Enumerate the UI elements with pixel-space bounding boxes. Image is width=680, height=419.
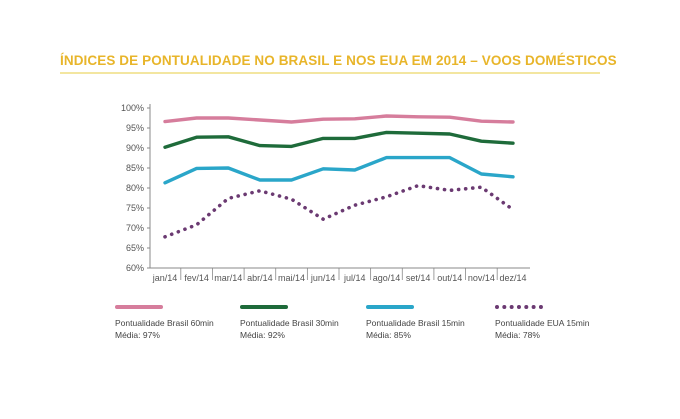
y-tick-label: 95% [126, 123, 144, 133]
x-tick-label: ago/14 [373, 273, 401, 283]
x-tick-label: set/14 [406, 273, 431, 283]
legend-item: Pontualidade EUA 15min Média: 78% [495, 305, 635, 341]
legend-series-average: Média: 97% [115, 330, 160, 340]
legend-swatch [240, 305, 288, 309]
title-underline [60, 72, 600, 74]
series-line [163, 130, 515, 149]
legend-item: Pontualidade Brasil 60min Média: 97% [115, 305, 255, 341]
x-tick-label: jul/14 [343, 273, 366, 283]
x-tick-label: out/14 [437, 273, 462, 283]
legend-series-average: Média: 85% [366, 330, 411, 340]
x-tick-label: jun/14 [310, 273, 336, 283]
legend-item: Pontualidade Brasil 15min Média: 85% [366, 305, 506, 341]
y-tick-label: 75% [126, 203, 144, 213]
x-tick-label: abr/14 [247, 273, 273, 283]
series-line [163, 183, 515, 239]
series-line [163, 155, 515, 185]
series-line [163, 114, 515, 124]
legend-swatch [115, 305, 163, 309]
chart-axes: 60% 65% 70% 75% 80% 85% 90% 95% 100% jan/14 fev/14… [121, 103, 530, 283]
x-tick-label: nov/14 [468, 273, 495, 283]
x-tick-label: dez/14 [499, 273, 526, 283]
chart-title: ÍNDICES DE PONTUALIDADE NO BRASIL E NOS … [60, 53, 617, 68]
x-tick-label: jan/14 [152, 273, 178, 283]
y-tick-label: 65% [126, 243, 144, 253]
y-tick-label: 70% [126, 223, 144, 233]
chart-series [163, 114, 515, 239]
legend-series-name: Pontualidade Brasil 30min [240, 318, 339, 328]
x-tick-label: mai/14 [278, 273, 305, 283]
y-tick-label: 100% [121, 103, 144, 113]
y-tick-label: 80% [126, 183, 144, 193]
y-tick-label: 90% [126, 143, 144, 153]
legend-series-name: Pontualidade EUA 15min [495, 318, 590, 328]
legend-swatch [495, 305, 543, 309]
y-tick-label: 85% [126, 163, 144, 173]
legend-series-average: Média: 78% [495, 330, 540, 340]
line-chart: 60% 65% 70% 75% 80% 85% 90% 95% 100% jan/14 fev/14… [121, 103, 530, 283]
x-tick-label: mar/14 [214, 273, 242, 283]
legend-series-name: Pontualidade Brasil 60min [115, 318, 214, 328]
x-tick-label: fev/14 [184, 273, 209, 283]
legend-series-average: Média: 92% [240, 330, 285, 340]
legend-series-name: Pontualidade Brasil 15min [366, 318, 465, 328]
legend-swatch [366, 305, 414, 309]
legend-item: Pontualidade Brasil 30min Média: 92% [240, 305, 380, 341]
y-tick-label: 60% [126, 263, 144, 273]
